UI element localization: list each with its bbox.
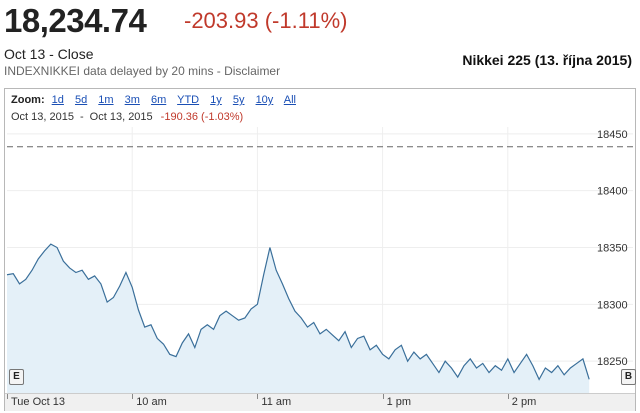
time-axis: Tue Oct 13 10 am 11 am 1 pm 2 pm <box>5 393 635 411</box>
chart-panel: 18450 18400 18350 18300 18250 Zoom: 1d 5d 1m… <box>4 88 636 411</box>
y-tick-label: 18250 <box>597 356 628 368</box>
price-change: -203.93 (-1.11%) <box>184 8 348 33</box>
zoom-bar: Zoom: 1d 5d 1m 3m 6m YTD 1y 5y 10y All <box>11 94 304 106</box>
close-label: Oct 13 - Close <box>4 46 94 62</box>
zoom-1m[interactable]: 1m <box>98 94 114 106</box>
price-chart: 18450 18400 18350 18300 18250 <box>6 127 633 393</box>
x-tick-label: 1 pm <box>386 396 412 408</box>
y-tick-label: 18450 <box>597 129 628 141</box>
x-tick-label: 2 pm <box>511 396 537 408</box>
x-tick-mark <box>507 394 509 399</box>
x-tick-label: Tue Oct 13 <box>11 396 66 408</box>
x-tick-label: 10 am <box>136 396 167 408</box>
zoom-1d[interactable]: 1d <box>51 94 64 106</box>
x-tick-mark <box>132 394 134 399</box>
price-line <box>6 243 590 381</box>
x-tick-mark <box>7 394 8 399</box>
y-tick-label: 18300 <box>597 299 628 311</box>
zoom-6m[interactable]: 6m <box>150 94 167 106</box>
zoom-all[interactable]: All <box>283 94 296 106</box>
range-end: Oct 13, 2015 <box>89 111 153 123</box>
date-range: Oct 13, 2015- Oct 13, 2015 -190.36 (-1.03%… <box>11 111 243 123</box>
event-marker-e[interactable]: E <box>9 369 24 385</box>
x-tick-mark <box>382 394 384 399</box>
price-area <box>7 244 590 393</box>
zoom-label: Zoom: <box>11 94 45 106</box>
chart-caption: Nikkei 225 (13. října 2015) <box>462 52 632 68</box>
y-tick-label: 18350 <box>597 242 628 254</box>
x-tick-label: 11 am <box>261 396 292 408</box>
zoom-5y[interactable]: 5y <box>232 94 245 106</box>
range-separator: - <box>80 111 84 123</box>
zoom-3m[interactable]: 3m <box>124 94 140 106</box>
zoom-ytd[interactable]: YTD <box>177 94 200 106</box>
zoom-5d[interactable]: 5d <box>74 94 88 106</box>
event-marker-b[interactable]: B <box>621 369 636 385</box>
range-start: Oct 13, 2015 <box>11 111 74 123</box>
range-change: -190.36 (-1.03%) <box>160 111 244 123</box>
x-tick-mark <box>257 394 259 399</box>
zoom-1y[interactable]: 1y <box>210 94 222 106</box>
delayed-note: INDEXNIKKEI data delayed by 20 mins - Di… <box>4 64 281 78</box>
index-price: 18,234.74 <box>4 2 147 39</box>
zoom-10y[interactable]: 10y <box>255 94 274 106</box>
y-tick-label: 18400 <box>597 186 628 198</box>
